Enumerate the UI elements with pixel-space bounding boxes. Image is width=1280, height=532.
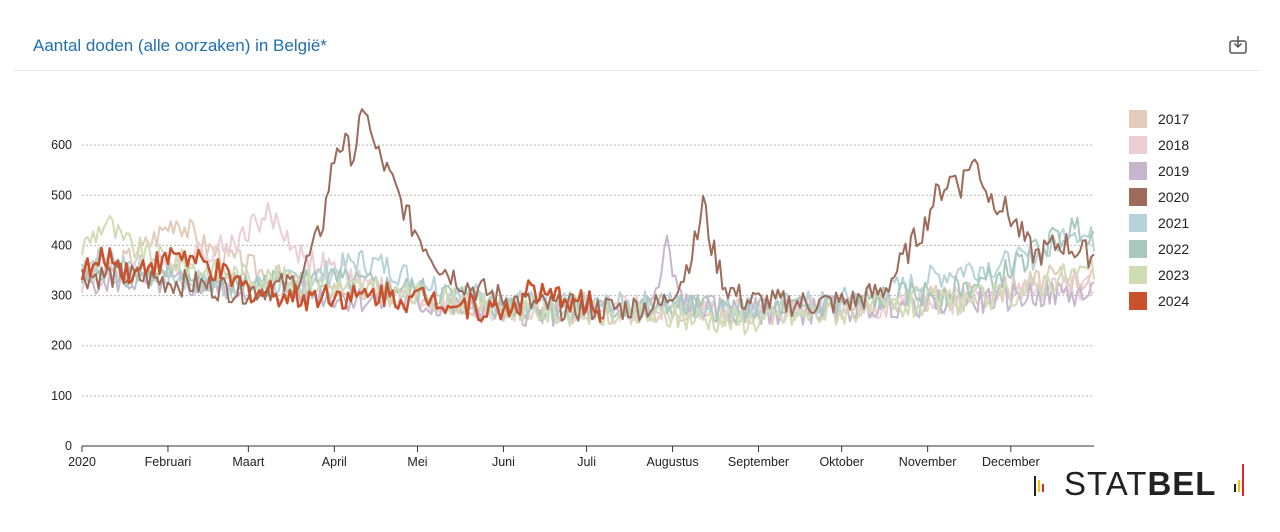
series-lines (80, 108, 1095, 336)
legend-item-2022[interactable]: 2022 (1129, 240, 1189, 258)
y-tick-label: 300 (51, 289, 72, 303)
legend-item-2023[interactable]: 2023 (1129, 266, 1189, 284)
x-tick-label: September (728, 455, 789, 469)
legend-item-2017[interactable]: 2017 (1129, 110, 1189, 128)
x-tick-label: Maart (232, 455, 264, 469)
x-tick-label: December (982, 455, 1040, 469)
statbel-logo-text: STATBEL (1064, 465, 1217, 502)
legend-item-2021[interactable]: 2021 (1129, 214, 1189, 232)
legend-swatch (1129, 188, 1147, 206)
x-tick-label: Oktober (819, 455, 863, 469)
series-line-2023[interactable] (81, 214, 1095, 336)
y-tick-label: 500 (51, 188, 72, 202)
chart-header: Aantal doden (alle oorzaken) in België* (14, 0, 1259, 71)
y-tick-label: 100 (51, 389, 72, 403)
legend-swatch (1129, 240, 1147, 258)
x-tick-label: Juli (577, 455, 596, 469)
x-tick-label: Mei (407, 455, 427, 469)
series-line-2024[interactable] (80, 246, 602, 323)
chart-title: Aantal doden (alle oorzaken) in België* (33, 36, 327, 55)
legend-label: 2020 (1158, 189, 1189, 205)
statbel-logo (1030, 462, 1250, 506)
legend-label: 2019 (1158, 163, 1189, 179)
x-tick-label: 2020 (68, 455, 96, 469)
legend-item-2018[interactable]: 2018 (1129, 136, 1189, 154)
y-tick-label: 600 (51, 138, 72, 152)
legend: 2017 2018 2019 2020 2021 2022 2023 2024 (1129, 110, 1189, 310)
download-icon[interactable] (1227, 34, 1249, 56)
x-axis: 2020 Februari Maart April Mei Juni Juli Augustu… (68, 445, 1094, 469)
legend-label: 2024 (1158, 293, 1189, 309)
legend-label: 2017 (1158, 111, 1189, 127)
legend-swatch (1129, 136, 1147, 154)
legend-label: 2023 (1158, 267, 1189, 283)
legend-swatch (1129, 292, 1147, 310)
y-tick-label: 200 (51, 339, 72, 353)
x-tick-label: Februari (145, 455, 192, 469)
legend-item-2019[interactable]: 2019 (1129, 162, 1189, 180)
legend-swatch (1129, 214, 1147, 232)
legend-swatch (1129, 162, 1147, 180)
legend-item-2020[interactable]: 2020 (1129, 188, 1189, 206)
x-tick-label: Augustus (647, 455, 699, 469)
y-axis: 0 100 200 300 400 500 600 (51, 138, 72, 453)
x-tick-label: Juni (492, 455, 515, 469)
x-tick-label: November (899, 455, 957, 469)
x-tick-label: April (322, 455, 347, 469)
y-tick-label: 400 (51, 238, 72, 252)
legend-label: 2021 (1158, 215, 1189, 231)
y-tick-label: 0 (65, 439, 72, 453)
legend-label: 2022 (1158, 241, 1189, 257)
legend-swatch (1129, 266, 1147, 284)
legend-label: 2018 (1158, 137, 1189, 153)
legend-item-2024[interactable]: 2024 (1129, 292, 1189, 310)
legend-swatch (1129, 110, 1147, 128)
